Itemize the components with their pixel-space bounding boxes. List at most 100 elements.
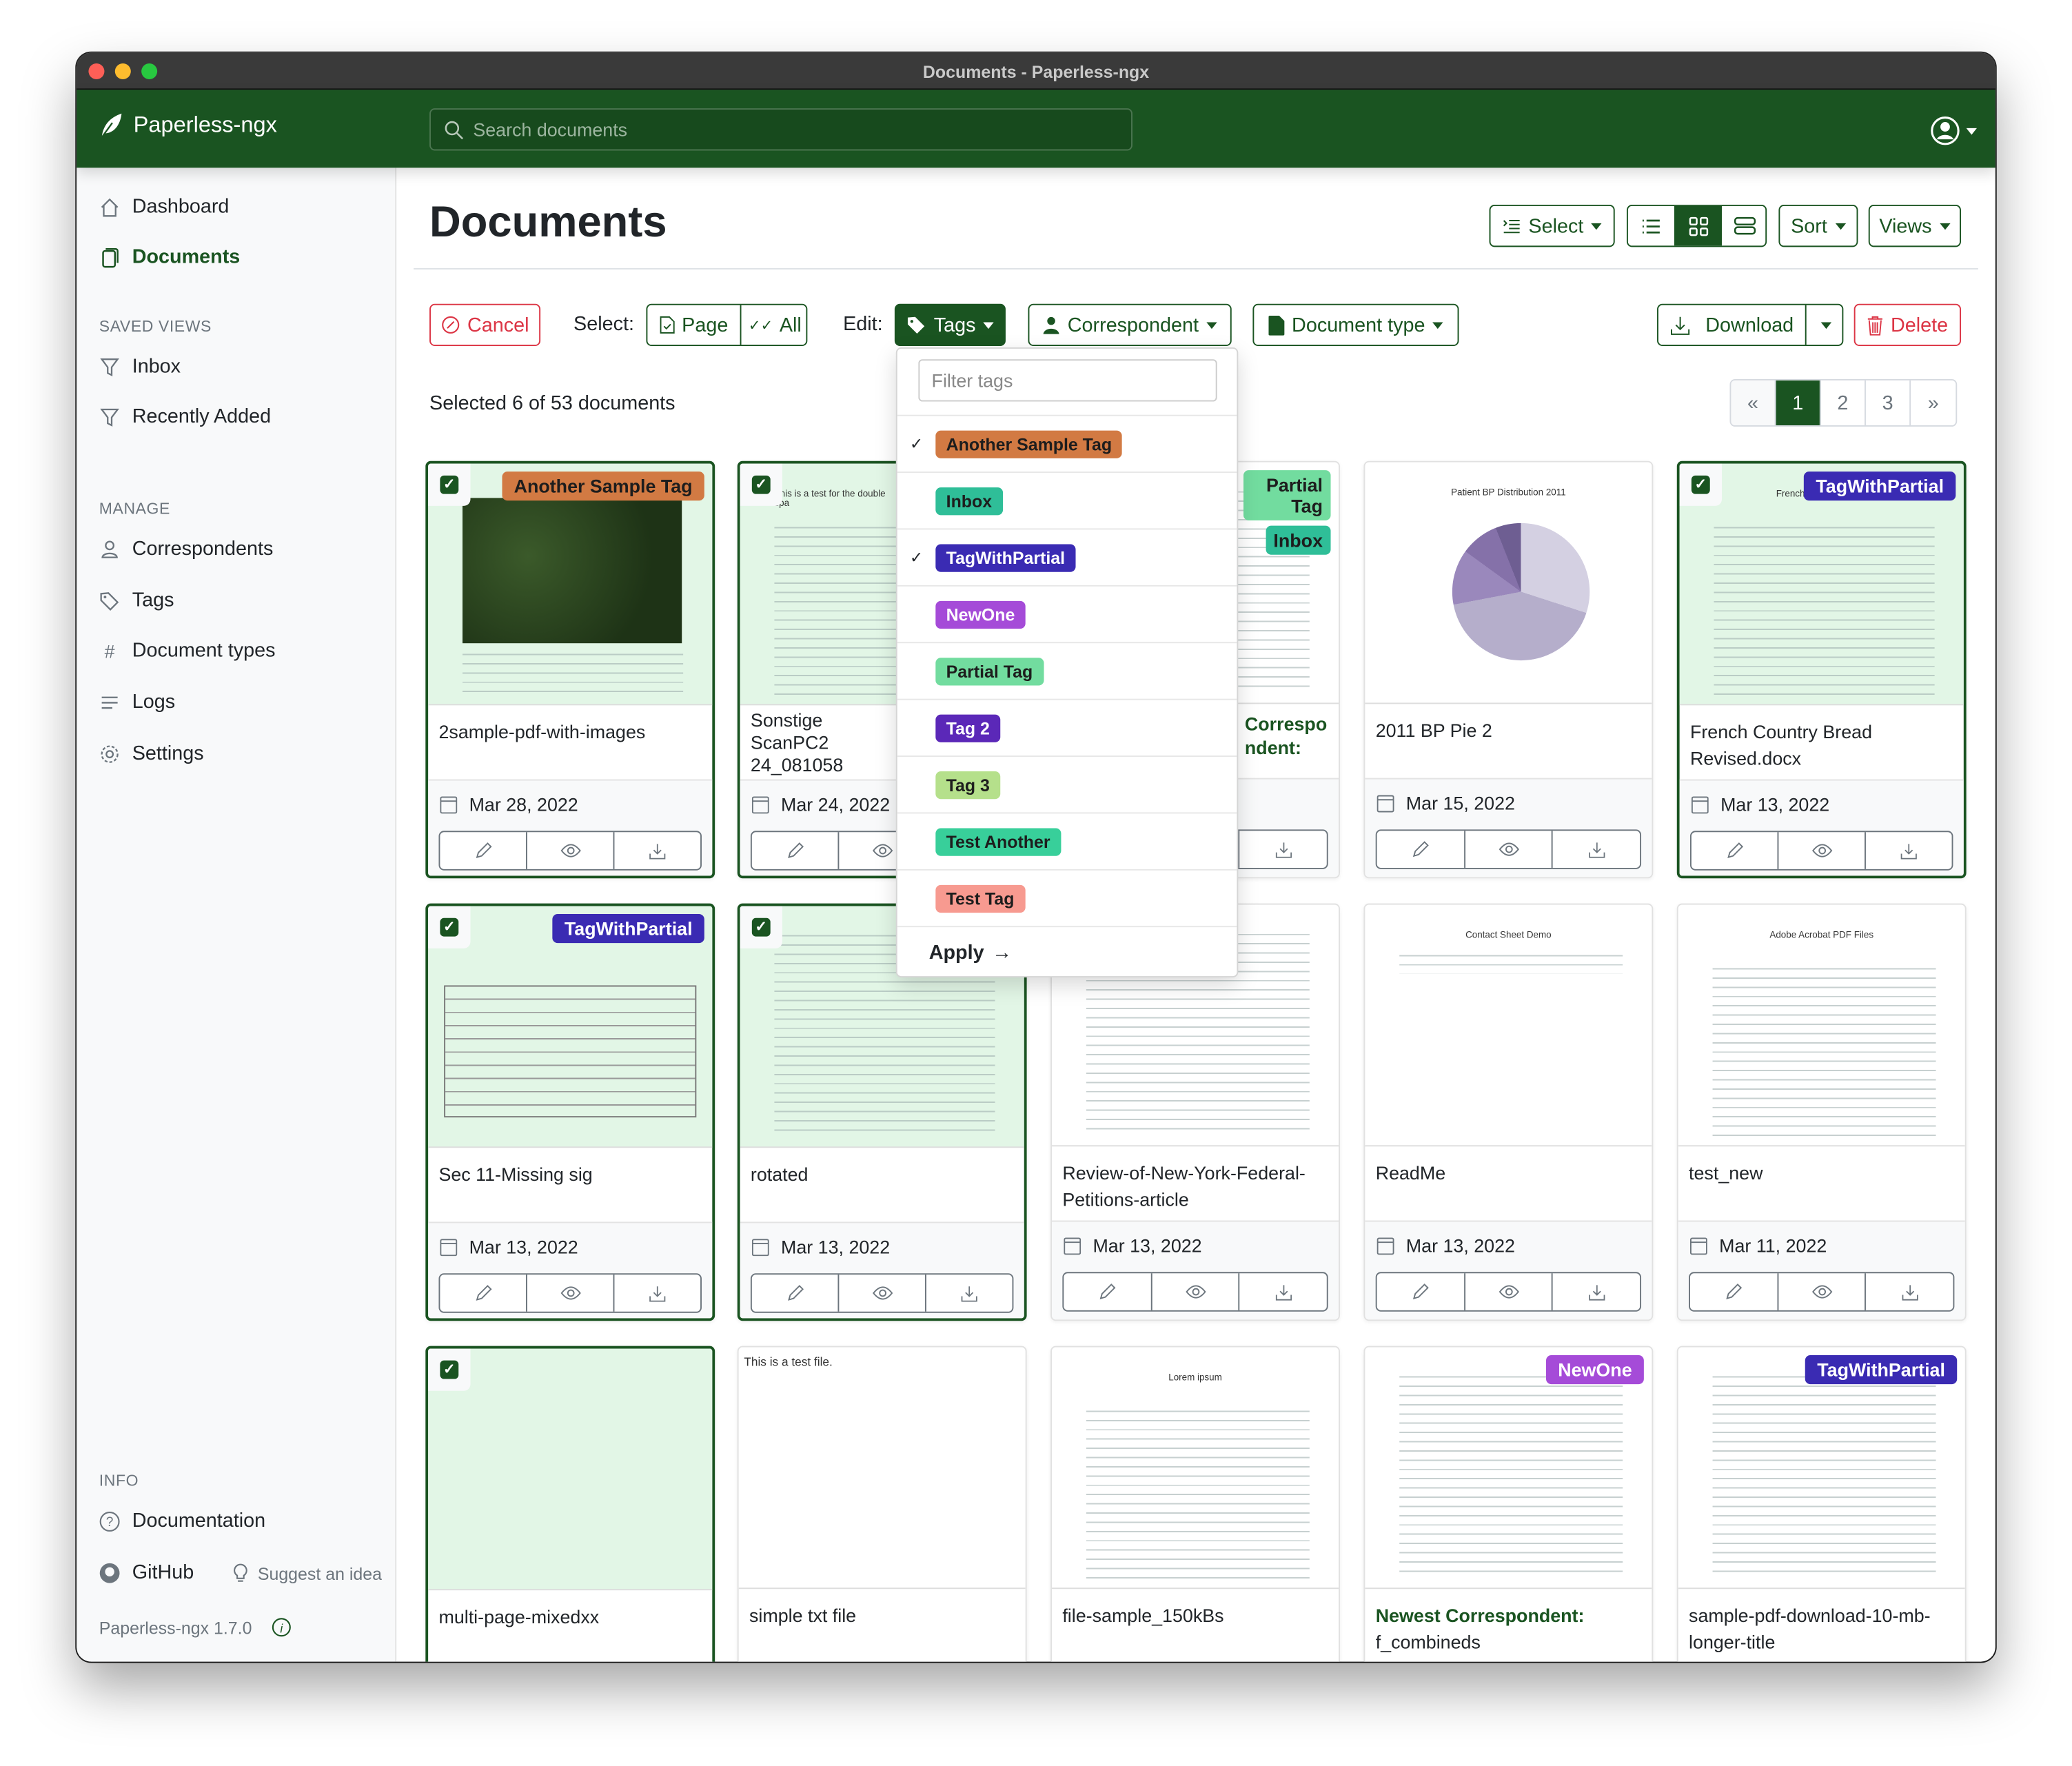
document-card[interactable]: Adobe Acrobat PDF Files test_new Mar 11, 2… — [1676, 903, 1967, 1321]
pagination-page-2[interactable]: 2 — [1821, 380, 1866, 426]
download-button[interactable] — [614, 832, 700, 869]
apply-button[interactable]: Apply → — [897, 926, 1237, 979]
sidebar-item-inbox[interactable]: Inbox — [99, 355, 181, 378]
tag-option[interactable]: Tag 3 — [897, 755, 1237, 812]
tag-option[interactable]: Test Another — [897, 812, 1237, 869]
selection-checkbox[interactable]: ✓ — [740, 463, 782, 506]
tags-dropdown-button[interactable]: Tags — [894, 303, 1006, 347]
sidebar-item-correspondents[interactable]: Correspondents — [99, 538, 273, 560]
edit-button[interactable] — [1690, 1273, 1778, 1310]
user-menu-button[interactable] — [1931, 116, 1977, 145]
tag-badge[interactable]: Partial Tag — [1243, 470, 1331, 520]
tag-badge[interactable]: TagWithPartial — [1804, 471, 1956, 501]
preview-button[interactable] — [839, 1275, 926, 1312]
select-all-button[interactable]: ✓✓ All — [741, 305, 806, 345]
small-cards-view-button[interactable] — [1674, 205, 1722, 246]
sidebar-item-dashboard[interactable]: Dashboard — [99, 196, 229, 218]
document-card[interactable]: French Country Bread✓ TagWithPartial Frenc… — [1676, 460, 1967, 879]
document-card[interactable]: Review-of-New-York-Federal-Petitions-art… — [1050, 903, 1340, 1321]
preview-button[interactable] — [1152, 1273, 1240, 1310]
tag-option[interactable]: Partial Tag — [897, 642, 1237, 698]
table-view-button[interactable] — [1628, 206, 1674, 245]
tag-option[interactable]: NewOne — [897, 585, 1237, 642]
selection-checkbox[interactable]: ✓ — [428, 463, 471, 506]
selection-checkbox[interactable]: ✓ — [740, 906, 782, 948]
preview-button[interactable] — [1465, 1273, 1554, 1310]
github-link[interactable]: GitHub — [99, 1561, 194, 1584]
document-card[interactable]: TagWithPartial sample-pdf-download-10-mb-… — [1676, 1346, 1967, 1662]
document-thumbnail[interactable] — [428, 463, 713, 706]
download-button[interactable] — [1240, 1273, 1327, 1310]
document-thumbnail[interactable]: French Country Bread — [1679, 463, 1964, 706]
zoom-window-button[interactable] — [141, 63, 158, 79]
filter-tags-input[interactable] — [918, 359, 1217, 402]
preview-button[interactable] — [1778, 1273, 1867, 1310]
edit-button[interactable] — [1377, 831, 1465, 868]
document-type-dropdown-button[interactable]: Document type — [1252, 303, 1459, 347]
info-circle-icon[interactable]: i — [270, 1616, 292, 1638]
selection-checkbox[interactable]: ✓ — [428, 906, 471, 948]
document-card[interactable]: Patient BP Distribution 2011 2011 BP Pie … — [1363, 460, 1654, 879]
tag-option[interactable]: ✓ Another Sample Tag — [897, 414, 1237, 471]
views-dropdown-button[interactable]: Views — [1868, 205, 1961, 247]
cancel-selection-button[interactable]: Cancel — [429, 303, 541, 347]
pagination-first[interactable]: « — [1731, 380, 1776, 426]
download-button[interactable]: Download — [1658, 305, 1807, 345]
document-card[interactable]: ✓ TagWithPartial Sec 11-Missing sig Mar 13,… — [425, 903, 715, 1321]
preview-button[interactable] — [1465, 831, 1554, 868]
document-card[interactable]: ✓ multi-page-mixedxx — [425, 1346, 715, 1662]
document-thumbnail[interactable]: Contact Sheet Demo — [1365, 904, 1652, 1147]
edit-button[interactable] — [440, 832, 527, 869]
download-button[interactable] — [1553, 1273, 1640, 1310]
minimize-window-button[interactable] — [114, 63, 131, 79]
edit-button[interactable] — [1377, 1273, 1465, 1310]
edit-button[interactable] — [752, 1275, 840, 1312]
download-button[interactable] — [1867, 1273, 1953, 1310]
close-window-button[interactable] — [88, 63, 105, 79]
sidebar-item-document-types[interactable]: # Document types — [99, 639, 276, 662]
tag-badge[interactable]: TagWithPartial — [552, 914, 704, 944]
tag-option[interactable]: Test Tag — [897, 869, 1237, 926]
download-button[interactable] — [1240, 831, 1327, 868]
selection-checkbox[interactable]: ✓ — [428, 1348, 471, 1391]
sidebar-item-settings[interactable]: Settings — [99, 742, 204, 764]
document-card[interactable]: NewOne Newest Correspondent: f_combineds — [1363, 1346, 1654, 1662]
tag-option[interactable]: ✓ TagWithPartial — [897, 528, 1237, 585]
select-dropdown-button[interactable]: Select — [1489, 205, 1615, 247]
document-thumbnail[interactable]: This is a test file. — [738, 1347, 1026, 1590]
sidebar-item-logs[interactable]: Logs — [99, 691, 175, 713]
suggest-idea-link[interactable]: Suggest an idea — [230, 1563, 382, 1584]
correspondent-link[interactable]: Newest Correspondent: — [1375, 1605, 1585, 1626]
download-button[interactable] — [614, 1275, 700, 1312]
document-thumbnail[interactable] — [428, 906, 713, 1148]
tag-badge[interactable]: NewOne — [1545, 1355, 1644, 1385]
edit-button[interactable] — [1064, 1273, 1152, 1310]
document-thumbnail[interactable] — [428, 1348, 713, 1591]
document-thumbnail[interactable] — [1052, 904, 1339, 1147]
documentation-link[interactable]: ? Documentation — [99, 1510, 265, 1532]
sidebar-item-tags[interactable]: Tags — [99, 589, 174, 611]
download-options-button[interactable] — [1807, 305, 1842, 345]
tag-badge[interactable]: Inbox — [1265, 525, 1331, 555]
correspondent-dropdown-button[interactable]: Correspondent — [1028, 303, 1232, 347]
document-card[interactable]: This is a test file. simple txt file — [737, 1346, 1027, 1662]
pagination-page-1[interactable]: 1 — [1776, 380, 1821, 426]
tag-badge[interactable]: TagWithPartial — [1805, 1355, 1958, 1385]
document-card[interactable]: Lorem ipsum file-sample_150kBs — [1050, 1346, 1340, 1662]
document-thumbnail[interactable]: Adobe Acrobat PDF Files — [1678, 904, 1965, 1147]
document-thumbnail[interactable]: Lorem ipsum — [1052, 1347, 1339, 1590]
preview-button[interactable] — [1778, 832, 1866, 869]
preview-button[interactable] — [527, 832, 615, 869]
document-thumbnail[interactable]: Patient BP Distribution 2011 — [1365, 462, 1652, 704]
selection-checkbox[interactable]: ✓ — [1679, 463, 1722, 506]
search-box[interactable] — [429, 108, 1133, 151]
pagination-last[interactable]: » — [1927, 392, 1939, 414]
tag-badge[interactable]: Another Sample Tag — [502, 471, 704, 501]
edit-button[interactable] — [1692, 832, 1779, 869]
download-button[interactable] — [1553, 831, 1640, 868]
sidebar-item-documents[interactable]: Documents — [99, 245, 240, 268]
document-thumbnail[interactable] — [1365, 1347, 1652, 1590]
sort-dropdown-button[interactable]: Sort — [1778, 205, 1858, 247]
select-page-button[interactable]: Page — [647, 305, 742, 345]
download-button[interactable] — [926, 1275, 1013, 1312]
